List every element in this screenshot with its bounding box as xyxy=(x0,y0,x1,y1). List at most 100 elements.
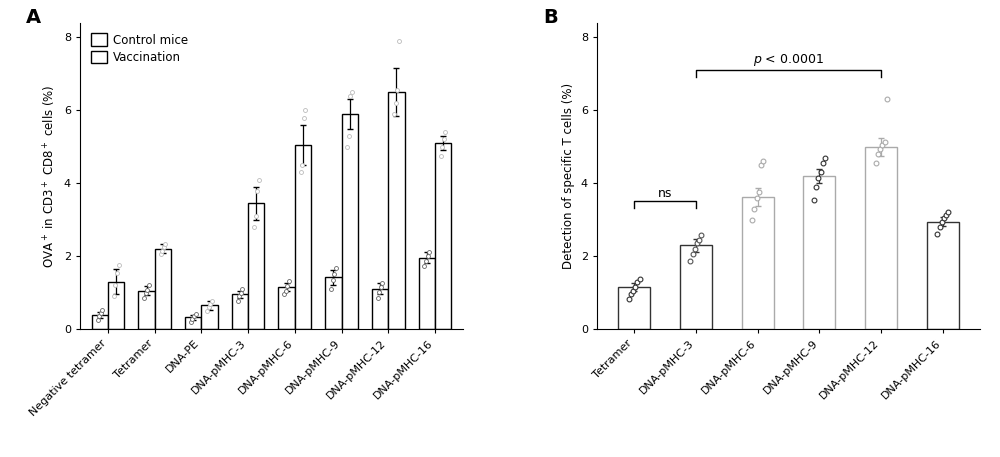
Bar xyxy=(342,114,358,329)
Point xyxy=(691,236,707,244)
Point xyxy=(111,261,127,269)
Point xyxy=(279,282,295,290)
Point xyxy=(278,287,294,294)
Bar xyxy=(435,143,451,329)
Point xyxy=(744,216,760,223)
Point xyxy=(154,247,170,255)
Bar xyxy=(295,145,311,329)
Point xyxy=(202,301,218,308)
Point xyxy=(391,37,407,45)
Point xyxy=(627,283,643,291)
Point xyxy=(186,313,202,320)
Bar xyxy=(138,291,155,329)
Point xyxy=(810,174,826,181)
Legend: Control mice, Vaccination: Control mice, Vaccination xyxy=(86,29,193,69)
Point xyxy=(373,283,389,291)
Point xyxy=(276,291,292,298)
Point xyxy=(870,150,886,158)
Point xyxy=(344,89,360,96)
Point xyxy=(389,87,405,94)
Point xyxy=(434,143,450,150)
Point xyxy=(388,99,404,106)
Point xyxy=(251,176,267,183)
Point xyxy=(940,208,956,215)
Point xyxy=(90,316,106,324)
Bar xyxy=(278,287,295,329)
Point xyxy=(932,223,948,231)
Bar xyxy=(372,289,388,329)
Point xyxy=(107,282,123,289)
Point xyxy=(296,114,312,121)
Point xyxy=(157,241,173,248)
Point xyxy=(323,285,339,292)
Bar xyxy=(201,305,218,329)
Point xyxy=(374,279,390,287)
Point xyxy=(342,92,358,100)
Point xyxy=(625,287,641,294)
Bar xyxy=(232,294,248,329)
Point xyxy=(689,240,705,247)
Point xyxy=(632,275,648,282)
Point xyxy=(682,257,698,264)
Point xyxy=(233,289,249,296)
Point xyxy=(109,269,125,276)
Point xyxy=(685,250,701,258)
Text: A: A xyxy=(26,8,42,27)
Bar xyxy=(325,277,342,329)
Point xyxy=(806,196,822,203)
Point xyxy=(153,250,169,258)
Point xyxy=(325,276,341,283)
Point xyxy=(813,168,829,175)
Bar xyxy=(92,315,108,329)
Point xyxy=(874,141,890,149)
Point xyxy=(231,292,247,300)
Point xyxy=(297,106,313,114)
Point xyxy=(753,161,769,169)
Point xyxy=(204,298,220,305)
Bar xyxy=(185,317,201,329)
Point xyxy=(230,297,246,304)
Point xyxy=(199,307,215,314)
Point xyxy=(136,294,152,302)
Y-axis label: OVA$^+$ in CD3$^+$ CD8$^+$ cells (%): OVA$^+$ in CD3$^+$ CD8$^+$ cells (%) xyxy=(42,84,58,268)
Point xyxy=(817,154,833,161)
Point xyxy=(421,249,437,256)
Point xyxy=(94,307,110,314)
Point xyxy=(371,288,387,296)
Point xyxy=(184,315,200,323)
Point xyxy=(141,282,157,289)
Point xyxy=(386,110,402,117)
Bar xyxy=(419,258,435,329)
Point xyxy=(106,292,122,300)
Point xyxy=(929,230,945,237)
Point xyxy=(755,158,771,165)
Point xyxy=(934,218,950,225)
Point xyxy=(629,279,645,286)
Point xyxy=(416,263,432,270)
Point xyxy=(293,169,309,176)
Point xyxy=(751,189,767,196)
Text: B: B xyxy=(543,8,558,27)
Point xyxy=(687,245,703,253)
Point xyxy=(93,310,109,317)
Bar xyxy=(155,249,171,329)
Text: $\it{p}$ < 0.0001: $\it{p}$ < 0.0001 xyxy=(753,53,824,69)
Bar xyxy=(248,203,264,329)
Point xyxy=(623,291,639,298)
Point xyxy=(339,143,355,150)
Point xyxy=(234,285,250,292)
Point xyxy=(341,132,357,139)
Point xyxy=(808,183,824,191)
Point xyxy=(868,159,884,167)
Point xyxy=(938,212,954,219)
Point xyxy=(294,161,310,169)
Y-axis label: Detection of specific T cells (%): Detection of specific T cells (%) xyxy=(562,83,575,269)
Point xyxy=(246,223,262,231)
Point xyxy=(139,286,155,293)
Point xyxy=(249,187,265,194)
Point xyxy=(936,214,952,222)
Point xyxy=(326,270,342,277)
Point xyxy=(879,96,895,103)
Point xyxy=(746,205,762,213)
Point xyxy=(420,252,436,260)
